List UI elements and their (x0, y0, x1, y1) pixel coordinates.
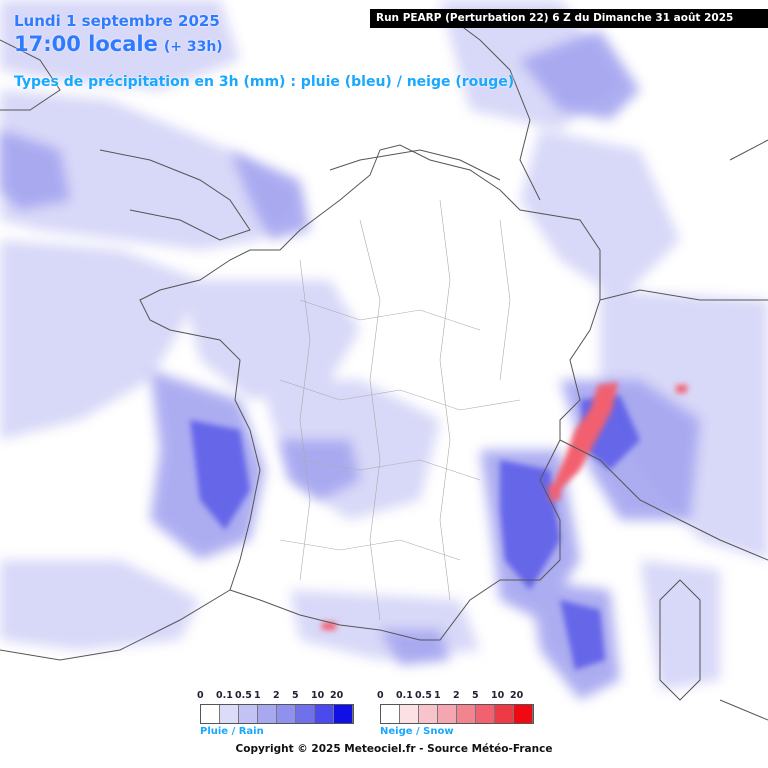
rain-swatch (277, 705, 296, 723)
snow-tick-label: 10 (491, 690, 505, 701)
snow-tick-label: 0.5 (415, 690, 432, 701)
rain-tick-label: 0.5 (235, 690, 252, 701)
local-time: 17:00 locale (14, 32, 158, 56)
snow-tick-label: 20 (510, 690, 524, 701)
rain-tick-label: 5 (292, 690, 299, 701)
snow-tick-label: 0 (377, 690, 384, 701)
snow-tick-label: 2 (453, 690, 460, 701)
snow-layer (322, 382, 688, 630)
snow-swatch (400, 705, 419, 723)
snow-legend-title: Neige / Snow (380, 726, 454, 737)
rain-swatch (334, 705, 353, 723)
snow-tick-label: 1 (434, 690, 441, 701)
rain-tick-label: 0 (197, 690, 204, 701)
copyright-text: Copyright © 2025 Meteociel.fr - Source M… (235, 743, 553, 755)
run-info-banner: Run PEARP (Perturbation 22) 6 Z du Diman… (370, 9, 768, 28)
rain-tick-label: 1 (254, 690, 261, 701)
rain-legend-title: Pluie / Rain (200, 726, 264, 737)
rain-swatch (296, 705, 315, 723)
rain-swatch (239, 705, 258, 723)
forecast-date: Lundi 1 septembre 2025 (14, 12, 220, 30)
rain-legend: 0 0.1 0.5 1 2 5 10 20 Pluie / Rain (197, 690, 354, 737)
snow-legend-ticks: 0 0.1 0.5 1 2 5 10 20 (377, 690, 534, 704)
snow-swatch (476, 705, 495, 723)
lead-time: (+ 33h) (163, 39, 223, 55)
snow-swatch (495, 705, 514, 723)
snow-tick-label: 0.1 (396, 690, 413, 701)
rain-tick-label: 10 (311, 690, 325, 701)
rain-legend-swatches (200, 704, 354, 724)
map-subtitle: Types de précipitation en 3h (mm) : plui… (14, 74, 515, 90)
forecast-time: 17:00 locale (+ 33h) (14, 32, 223, 56)
snow-swatch (381, 705, 400, 723)
country-borders (0, 9, 768, 721)
snow-swatch (514, 705, 533, 723)
snow-swatch (438, 705, 457, 723)
rain-swatch (258, 705, 277, 723)
rain-legend-ticks: 0 0.1 0.5 1 2 5 10 20 (197, 690, 354, 704)
rain-tick-label: 20 (330, 690, 344, 701)
rain-tick-label: 0.1 (216, 690, 233, 701)
rain-tick-label: 2 (273, 690, 280, 701)
rain-swatch (315, 705, 334, 723)
rain-swatch (201, 705, 220, 723)
snow-swatch (419, 705, 438, 723)
department-borders (279, 199, 521, 621)
snow-tick-label: 5 (472, 690, 479, 701)
rain-swatch (220, 705, 239, 723)
snow-legend-swatches (380, 704, 534, 724)
snow-legend: 0 0.1 0.5 1 2 5 10 20 Neige / Snow (377, 690, 534, 737)
snow-swatch (457, 705, 476, 723)
